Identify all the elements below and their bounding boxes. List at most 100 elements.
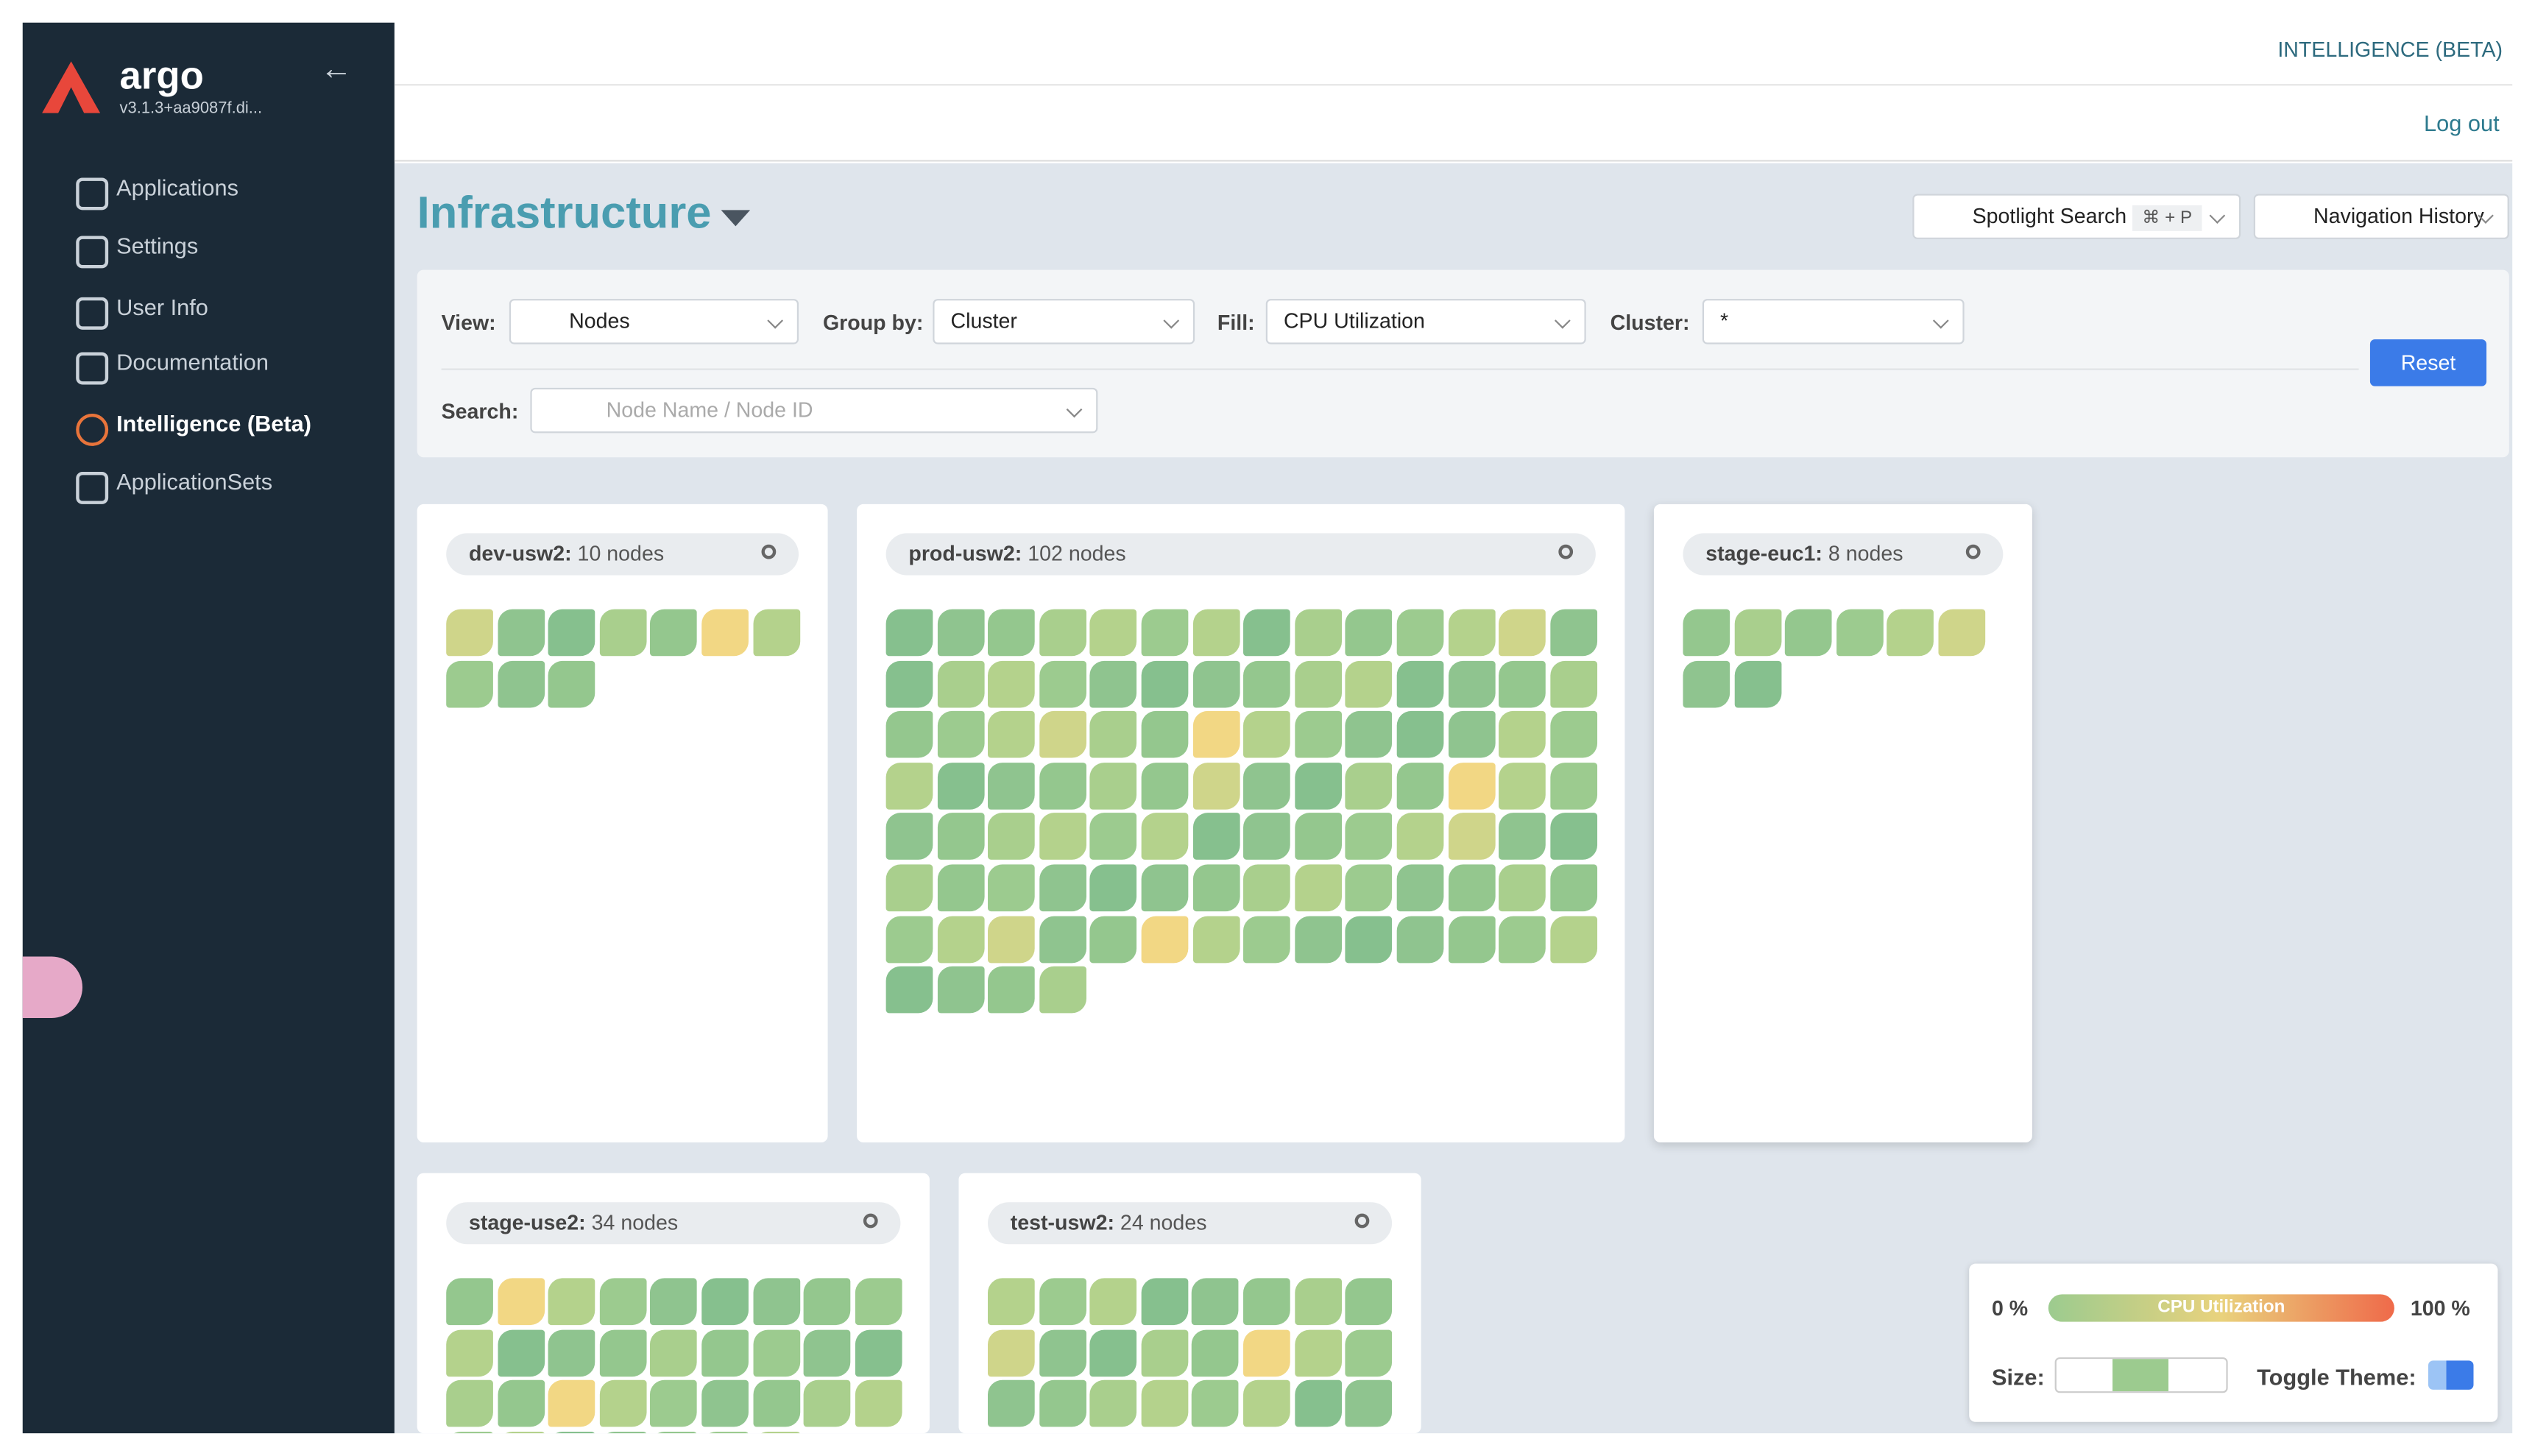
node-tile[interactable] [1549,915,1597,963]
node-tile[interactable] [988,813,1036,860]
node-tile[interactable] [1346,762,1393,810]
nav-item[interactable]: ApplicationSets [116,468,273,495]
node-tile[interactable] [1836,609,1884,657]
fill-select[interactable]: CPU Utilization [1265,299,1586,344]
node-tile[interactable] [1192,660,1240,707]
node-tile[interactable] [1448,762,1495,810]
node-tile[interactable] [1499,915,1546,963]
node-tile[interactable] [1346,915,1393,963]
node-tile[interactable] [1499,609,1546,657]
node-tile[interactable] [446,1278,493,1326]
node-tile[interactable] [1345,1380,1393,1427]
spotlight-button[interactable]: Spotlight Search ⌘ + P [1912,194,2241,239]
cluster-select[interactable]: * [1702,299,1965,344]
zoom-icon[interactable] [1354,1213,1370,1229]
node-tile[interactable] [599,1278,647,1326]
node-tile[interactable] [804,1329,851,1377]
node-tile[interactable] [1090,864,1137,912]
node-tile[interactable] [1448,915,1495,963]
node-tile[interactable] [1192,1329,1240,1377]
node-tile[interactable] [497,1380,545,1427]
node-tile[interactable] [1549,813,1597,860]
node-tile[interactable] [1396,609,1444,657]
node-tile[interactable] [885,762,933,810]
node-tile[interactable] [988,762,1036,810]
node-tile[interactable] [1396,864,1444,912]
history-button[interactable]: Navigation History [2253,194,2509,239]
node-tile[interactable] [1090,813,1137,860]
node-tile[interactable] [752,609,800,657]
node-tile[interactable] [988,1278,1035,1326]
node-tile[interactable] [1039,609,1086,657]
node-tile[interactable] [1345,1329,1393,1377]
node-tile[interactable] [1039,813,1086,860]
node-tile[interactable] [1243,1380,1290,1427]
node-tile[interactable] [1346,864,1393,912]
zoom-icon[interactable] [1558,544,1574,559]
node-tile[interactable] [1499,660,1546,707]
node-tile[interactable] [1345,1278,1393,1326]
node-tile[interactable] [1396,813,1444,860]
node-tile[interactable] [937,966,984,1014]
node-tile[interactable] [599,1431,647,1434]
node-tile[interactable] [937,864,984,912]
node-tile[interactable] [1141,660,1189,707]
node-tile[interactable] [885,711,933,758]
zoom-icon[interactable] [1965,544,1981,559]
node-tile[interactable] [650,1329,698,1377]
node-tile[interactable] [752,1431,800,1434]
node-tile[interactable] [1192,1278,1240,1326]
assistant-button[interactable] [22,956,83,1018]
node-tile[interactable] [885,609,933,657]
node-tile[interactable] [1141,915,1189,963]
node-tile[interactable] [1039,1329,1086,1377]
node-tile[interactable] [1499,762,1546,810]
nav-item[interactable]: User Info [116,294,208,320]
node-tile[interactable] [752,1329,800,1377]
node-tile[interactable] [988,966,1036,1014]
node-tile[interactable] [446,1431,493,1434]
node-tile[interactable] [1243,1278,1290,1326]
node-tile[interactable] [548,1431,595,1434]
node-tile[interactable] [701,1329,749,1377]
node-tile[interactable] [1039,864,1086,912]
node-tile[interactable] [1141,813,1189,860]
node-tile[interactable] [1243,762,1291,810]
node-tile[interactable] [1039,966,1086,1014]
node-tile[interactable] [1090,915,1137,963]
node-tile[interactable] [1294,915,1342,963]
node-tile[interactable] [804,1278,851,1326]
node-tile[interactable] [1089,1278,1137,1326]
node-tile[interactable] [1141,711,1189,758]
node-tile[interactable] [1448,660,1495,707]
node-tile[interactable] [1396,660,1444,707]
theme-toggle[interactable] [2428,1360,2474,1390]
node-tile[interactable] [1294,864,1342,912]
node-tile[interactable] [446,1329,493,1377]
node-tile[interactable] [1549,711,1597,758]
node-tile[interactable] [1192,609,1240,657]
node-tile[interactable] [1039,915,1086,963]
node-tile[interactable] [1448,711,1495,758]
node-tile[interactable] [650,1380,698,1427]
nav-item[interactable]: Settings [116,233,199,259]
node-tile[interactable] [1141,1380,1188,1427]
node-tile[interactable] [855,1380,902,1427]
node-tile[interactable] [1346,813,1393,860]
node-tile[interactable] [548,1278,595,1326]
node-tile[interactable] [1294,1329,1342,1377]
node-tile[interactable] [988,660,1036,707]
node-tile[interactable] [1039,762,1086,810]
node-tile[interactable] [855,1278,902,1326]
node-tile[interactable] [885,915,933,963]
node-tile[interactable] [1089,1380,1137,1427]
node-tile[interactable] [1090,660,1137,707]
node-tile[interactable] [1141,864,1189,912]
node-tile[interactable] [1039,711,1086,758]
node-tile[interactable] [446,660,493,707]
node-tile[interactable] [1396,915,1444,963]
node-tile[interactable] [1192,813,1240,860]
view-select[interactable]: Nodes [509,299,799,344]
node-tile[interactable] [1192,915,1240,963]
node-tile[interactable] [1090,711,1137,758]
